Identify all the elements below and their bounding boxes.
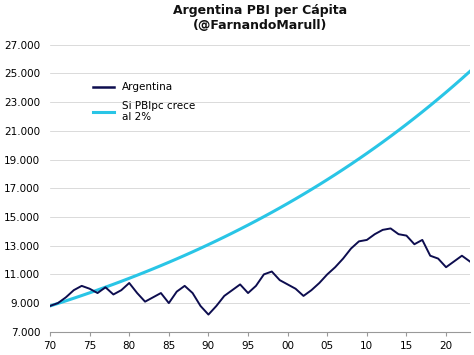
Title: Argentina PBI per Cápita
(@FarnandoMarull): Argentina PBI per Cápita (@FarnandoMarul… bbox=[173, 4, 347, 32]
Legend: Argentina, Si PBIpc crece
al 2%: Argentina, Si PBIpc crece al 2% bbox=[89, 78, 200, 126]
